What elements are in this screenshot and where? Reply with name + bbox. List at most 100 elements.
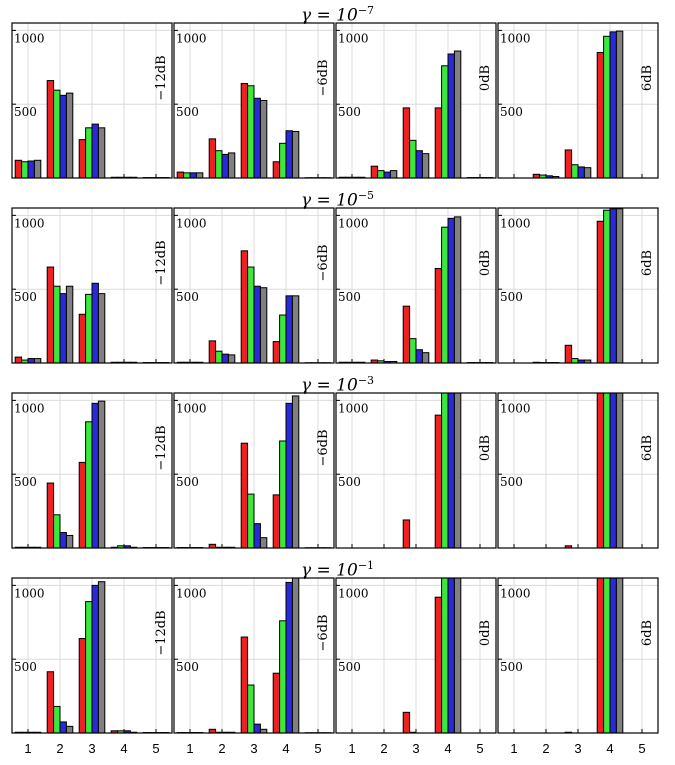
x-tick-label: 4: [282, 741, 289, 756]
y-tick-label: 500: [500, 475, 523, 489]
bar: [389, 170, 398, 179]
panel-r2-c2: 500 1000 −6dB: [173, 207, 335, 364]
panel-r4-c3: 500 1000 0dB 1 2 3 4 5: [335, 577, 497, 756]
bar: [609, 31, 617, 179]
panel-r3-c2: 500 1000 −6dB: [173, 392, 335, 549]
bar: [441, 392, 449, 549]
bar: [97, 293, 106, 364]
panel-r1-c1: 500 1000 −12dB: [11, 22, 173, 179]
bar: [415, 150, 423, 179]
bar: [291, 131, 300, 179]
y-tick-label: 500: [338, 290, 361, 304]
bar: [91, 282, 99, 364]
y-tick-label: 1000: [176, 216, 207, 230]
bar: [596, 392, 605, 549]
y-tick-label: 1000: [338, 31, 369, 45]
x-tick-label: 2: [56, 741, 63, 756]
bar: [59, 532, 67, 549]
y-tick-label: 1000: [176, 586, 207, 600]
x-tick-label: 3: [88, 741, 95, 756]
snr-label: −6dB: [316, 59, 331, 96]
snr-label: −12dB: [154, 425, 169, 470]
x-tick-label: 1: [348, 741, 355, 756]
bar: [33, 159, 42, 179]
bar: [383, 171, 391, 179]
row-title-2: γ = 10−5: [0, 185, 675, 211]
panel-r4-c2: 500 1000 −6dB 1 2 3 4 5: [173, 577, 335, 756]
bar: [434, 268, 443, 364]
bar: [208, 340, 217, 364]
x-tick-label: 2: [218, 741, 225, 756]
bar: [253, 97, 261, 179]
panel-frame: [173, 577, 335, 734]
bar: [596, 52, 605, 179]
bar: [279, 314, 287, 364]
bar: [596, 577, 605, 734]
bar: [85, 601, 93, 734]
panel-frame: [11, 22, 173, 179]
panel-frame: [497, 577, 659, 734]
bar: [253, 285, 261, 364]
panel-frame: [335, 392, 497, 549]
bar: [434, 414, 443, 549]
bar: [85, 127, 93, 179]
snr-label: −12dB: [154, 240, 169, 285]
bar: [53, 89, 61, 179]
bar: [402, 305, 411, 364]
panel-r2-c4: 500 1000 6dB: [497, 207, 659, 364]
bar: [65, 725, 74, 734]
y-tick-label: 500: [176, 660, 199, 674]
bar: [240, 83, 249, 179]
panel-frame: [11, 207, 173, 364]
panel-frame: [335, 22, 497, 179]
panel-r3-c1: 500 1000 −12dB: [11, 392, 173, 549]
bar: [402, 711, 411, 734]
bar: [259, 537, 268, 549]
snr-label: −12dB: [154, 55, 169, 100]
bar: [65, 285, 74, 364]
bar: [59, 293, 67, 364]
x-tick-label: 3: [574, 741, 581, 756]
bar: [272, 494, 281, 549]
bar: [59, 94, 67, 179]
snr-label: 0dB: [478, 65, 493, 91]
y-tick-label: 1000: [176, 31, 207, 45]
bar: [97, 581, 106, 734]
panel-r2-c1: 500 1000 −12dB: [11, 207, 173, 364]
bar: [85, 293, 93, 364]
x-tick-label: 4: [120, 741, 127, 756]
row-title-3: γ = 10−3: [0, 370, 675, 396]
bar: [571, 358, 579, 364]
bar: [259, 287, 268, 364]
y-tick-label: 1000: [338, 586, 369, 600]
bar: [285, 295, 293, 364]
bar: [609, 392, 617, 549]
bar: [53, 514, 61, 549]
bar: [78, 139, 87, 179]
bar: [441, 226, 449, 364]
bar: [453, 392, 462, 549]
y-tick-label: 500: [338, 475, 361, 489]
x-tick-label: 5: [638, 741, 645, 756]
bar: [421, 352, 430, 364]
x-tick-label: 2: [542, 741, 549, 756]
bar: [421, 153, 430, 179]
bar: [27, 358, 35, 364]
bar: [453, 50, 462, 179]
bar: [85, 421, 93, 549]
panel-frame: [497, 22, 659, 179]
bar: [247, 266, 255, 364]
panel-r3-c4: 500 1000 6dB: [497, 392, 659, 549]
bar: [240, 250, 249, 364]
snr-label: −6dB: [316, 429, 331, 466]
bar: [78, 638, 87, 734]
bar: [377, 170, 385, 179]
bar: [91, 123, 99, 179]
x-tick-label: 5: [476, 741, 483, 756]
snr-label: −6dB: [316, 244, 331, 281]
bar: [46, 266, 55, 364]
bar: [221, 353, 229, 364]
bar: [603, 577, 611, 734]
panel-r1-c4: 500 1000 6dB: [497, 22, 659, 179]
bar: [434, 107, 443, 179]
